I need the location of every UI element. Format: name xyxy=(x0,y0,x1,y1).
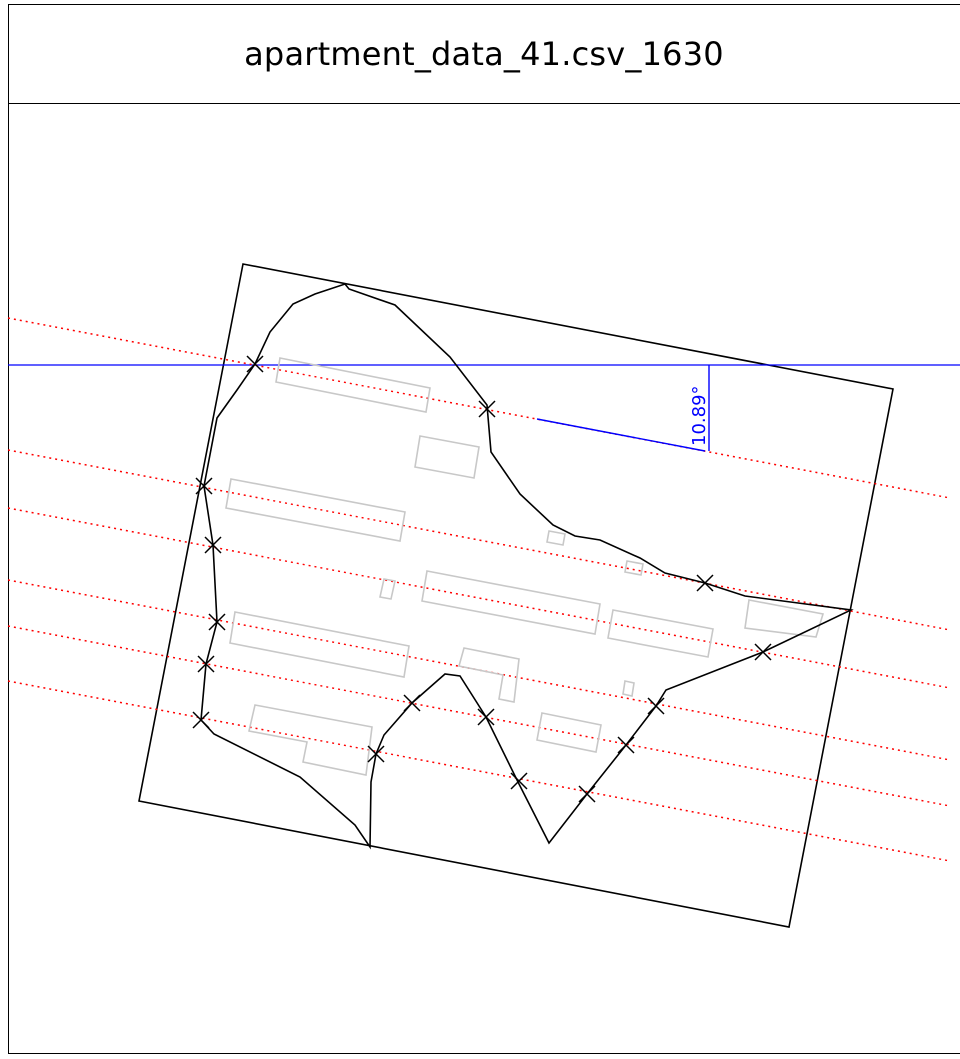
building xyxy=(248,704,373,776)
title-bar: apartment_data_41.csv_1630 xyxy=(8,4,960,104)
bounding-rectangle xyxy=(138,263,894,928)
diagram-frame xyxy=(8,4,960,1054)
site-boundary xyxy=(200,283,854,850)
dotted-line xyxy=(7,449,951,631)
x-marker xyxy=(477,708,495,726)
x-marker xyxy=(204,536,222,554)
angle-leader-line xyxy=(536,418,706,452)
building xyxy=(536,712,602,753)
x-marker xyxy=(195,477,213,495)
building-footprints xyxy=(225,357,825,776)
dotted-line xyxy=(7,507,951,689)
building xyxy=(744,599,825,638)
dotted-line xyxy=(7,625,951,807)
x-marker xyxy=(478,400,496,418)
building xyxy=(414,435,480,479)
x-marker xyxy=(617,736,635,754)
building xyxy=(607,609,714,658)
x-marker xyxy=(246,355,264,373)
angle-label: 10.89° xyxy=(689,385,710,446)
building xyxy=(275,357,431,413)
x-marker xyxy=(647,697,665,715)
diagram-title: apartment_data_41.csv_1630 xyxy=(244,34,724,73)
x-marker xyxy=(403,694,421,712)
building xyxy=(229,611,410,678)
angle-annotation xyxy=(536,365,710,452)
x-marker xyxy=(754,643,772,661)
dotted-lines xyxy=(7,317,951,862)
x-marker xyxy=(197,655,215,673)
x-marker xyxy=(696,574,714,592)
x-marker xyxy=(208,613,226,631)
building xyxy=(546,530,566,546)
building xyxy=(225,478,406,542)
intersection-markers xyxy=(192,355,772,803)
building xyxy=(379,578,396,600)
x-marker xyxy=(192,711,210,729)
building xyxy=(421,570,601,635)
x-marker xyxy=(578,785,596,803)
building xyxy=(622,680,635,697)
building xyxy=(624,560,644,576)
dotted-line xyxy=(7,579,951,761)
dotted-line xyxy=(7,317,951,499)
x-marker xyxy=(367,745,385,763)
x-marker xyxy=(510,772,528,790)
building xyxy=(457,647,520,703)
dotted-line xyxy=(7,680,951,862)
